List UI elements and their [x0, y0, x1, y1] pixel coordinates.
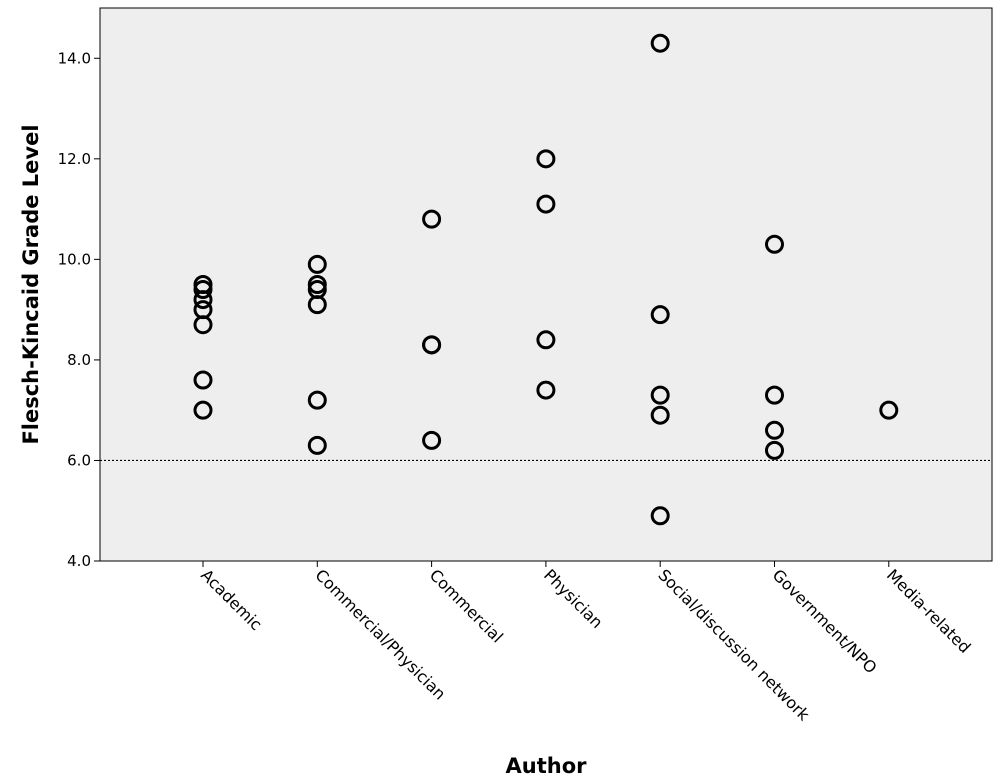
y-tick-label: 8.0	[67, 351, 91, 369]
x-axis-title: Author	[506, 754, 588, 778]
x-tick-label: Commercial	[426, 565, 507, 646]
data-point	[879, 400, 899, 420]
data-point	[650, 405, 670, 425]
data-point	[650, 385, 670, 405]
data-point	[193, 280, 213, 300]
y-tick-label: 14.0	[58, 49, 91, 67]
data-point	[307, 295, 327, 315]
x-tick-label: Commercial/Physician	[311, 565, 449, 703]
data-point	[193, 290, 213, 310]
y-axis-ticks: 4.0 6.0 8.0 10.0 12.0 14.0	[58, 49, 100, 570]
data-points	[193, 33, 899, 526]
data-point	[422, 209, 442, 229]
y-axis-title: Flesch-Kincaid Grade Level	[19, 124, 43, 444]
data-point	[650, 506, 670, 526]
data-point	[422, 335, 442, 355]
data-point	[307, 390, 327, 410]
data-point	[307, 254, 327, 274]
y-tick-label: 10.0	[58, 250, 91, 268]
data-point	[765, 440, 784, 460]
data-point	[193, 315, 213, 335]
y-tick-label: 12.0	[58, 150, 91, 168]
data-point	[536, 380, 556, 400]
data-point	[765, 385, 784, 405]
y-tick-label: 6.0	[67, 451, 91, 469]
x-tick-label: Media-related	[883, 565, 975, 657]
data-point	[193, 400, 213, 420]
data-point	[650, 33, 670, 53]
data-point	[650, 305, 670, 325]
x-tick-label: Government/NPO	[769, 565, 881, 677]
data-point	[536, 194, 556, 214]
x-tick-label: Academic	[197, 565, 266, 634]
data-point	[765, 420, 784, 440]
data-point	[536, 149, 556, 169]
data-point	[422, 430, 442, 450]
data-point	[765, 234, 784, 254]
data-point	[536, 330, 556, 350]
y-tick-label: 4.0	[67, 552, 91, 570]
data-point	[193, 370, 213, 390]
data-point	[307, 435, 327, 455]
x-tick-label: Physician	[540, 565, 607, 632]
plot-area	[99, 7, 993, 562]
